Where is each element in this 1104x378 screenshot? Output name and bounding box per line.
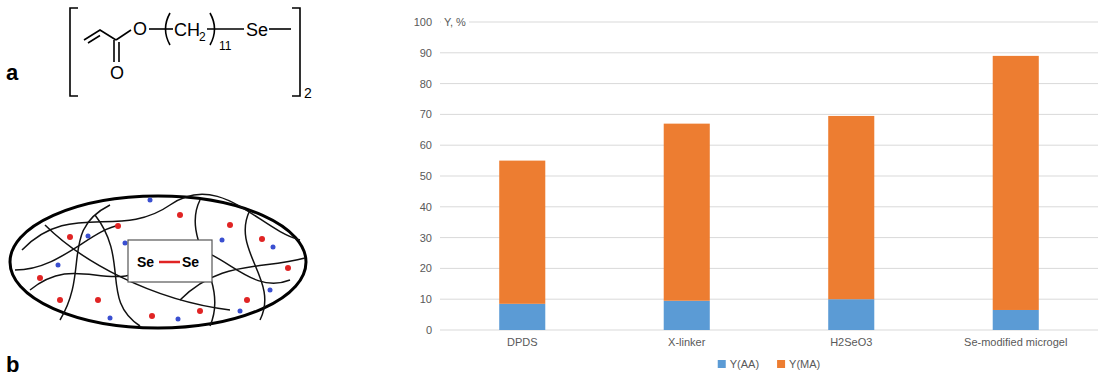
y-tick-label: 60 xyxy=(420,139,432,151)
bar-segment xyxy=(993,56,1039,310)
polymer-chain xyxy=(45,225,230,310)
y-tick-label: 30 xyxy=(420,232,432,244)
bond xyxy=(269,28,291,30)
bracket xyxy=(292,8,300,96)
x-tick-label: X-linker xyxy=(668,336,706,348)
atom-label: Se xyxy=(137,254,154,270)
functional-dot xyxy=(238,309,243,314)
subscript: 2 xyxy=(304,85,312,101)
legend-swatch xyxy=(777,360,785,368)
functional-dot xyxy=(176,317,181,322)
structure-panel: aOOCH211Se2 xyxy=(6,8,312,101)
functional-dot xyxy=(108,316,113,321)
atom-label: O xyxy=(133,19,147,39)
microgel-outline xyxy=(10,196,306,328)
functional-dot xyxy=(56,263,61,268)
polymer-chain xyxy=(60,205,110,320)
subscript: 2 xyxy=(199,30,206,44)
grid-line xyxy=(440,52,1098,53)
diselenide-bond xyxy=(159,261,180,264)
crosslink-dot xyxy=(149,313,155,319)
bar-segment xyxy=(664,124,710,301)
crosslink-dot xyxy=(57,297,63,303)
bond xyxy=(116,30,131,40)
panel-label: b xyxy=(6,352,19,377)
x-tick-label: DPDS xyxy=(507,336,538,348)
crosslink-dot xyxy=(95,297,101,303)
label-patch xyxy=(441,15,469,29)
bracket xyxy=(70,8,78,96)
chart: 0 10 20 30 40 50 60 70 80 90 100 Y, % DPDS X-linker H2… xyxy=(414,15,1098,370)
polymer-chain xyxy=(15,225,120,270)
crosslink-dot xyxy=(197,308,203,314)
crosslink-dot xyxy=(285,265,291,271)
atom-label: Se xyxy=(246,20,268,40)
atom-label: Se xyxy=(182,254,199,270)
functional-dot xyxy=(86,234,91,239)
bond xyxy=(207,28,244,30)
atom-label: O xyxy=(110,63,124,83)
y-tick-label: 40 xyxy=(420,201,432,213)
legend-label: Y(AA) xyxy=(730,358,759,370)
functional-dot xyxy=(148,198,153,203)
functional-dot xyxy=(271,245,276,250)
bar-segment xyxy=(499,304,545,330)
bar-segment xyxy=(499,161,545,304)
microgel-panel: Se Se b xyxy=(6,194,306,377)
y-tick-label: 0 xyxy=(426,324,432,336)
x-tick-label: Se-modified microgel xyxy=(964,336,1067,348)
grid-line xyxy=(440,22,1098,23)
crosslink-dot xyxy=(115,223,121,229)
legend-swatch xyxy=(718,360,726,368)
legend-label: Y(MA) xyxy=(789,358,820,370)
y-tick-label: 20 xyxy=(420,262,432,274)
figure: aOOCH211Se2SeSeb0102030405060708090100Y,… xyxy=(0,0,1104,378)
crosslink-dot xyxy=(37,275,43,281)
bar-segment xyxy=(664,301,710,330)
bond xyxy=(149,28,173,30)
functional-dot xyxy=(268,288,273,293)
group-label: CH xyxy=(174,20,200,40)
x-tick-label: H2SeO3 xyxy=(830,336,872,348)
subscript: 11 xyxy=(219,39,232,53)
bar-segment xyxy=(993,310,1039,330)
crosslink-dot xyxy=(227,222,233,228)
bond xyxy=(84,30,116,40)
double-bond xyxy=(114,40,119,62)
y-tick-label: 70 xyxy=(420,108,432,120)
crosslink-dot xyxy=(67,234,73,240)
functional-dot xyxy=(123,241,128,246)
crosslink-dot xyxy=(259,236,265,242)
parenthesis xyxy=(166,13,171,45)
y-tick-label: 10 xyxy=(420,293,432,305)
y-tick-label: 80 xyxy=(420,78,432,90)
y-tick-label: 90 xyxy=(420,47,432,59)
bar-segment xyxy=(828,299,874,330)
y-tick-label: 50 xyxy=(420,170,432,182)
legend: Y(AA) Y(MA) xyxy=(718,358,821,370)
y-axis-title: Y, % xyxy=(444,16,466,28)
crosslink-dot xyxy=(244,297,250,303)
bar-segment xyxy=(828,116,874,299)
functional-dot xyxy=(220,238,225,243)
double-bond xyxy=(88,36,100,44)
bars xyxy=(499,56,1039,330)
panel-label: a xyxy=(6,60,19,85)
highlight-box xyxy=(128,240,212,282)
y-tick-label: 100 xyxy=(414,16,432,28)
crosslink-dot xyxy=(177,212,183,218)
